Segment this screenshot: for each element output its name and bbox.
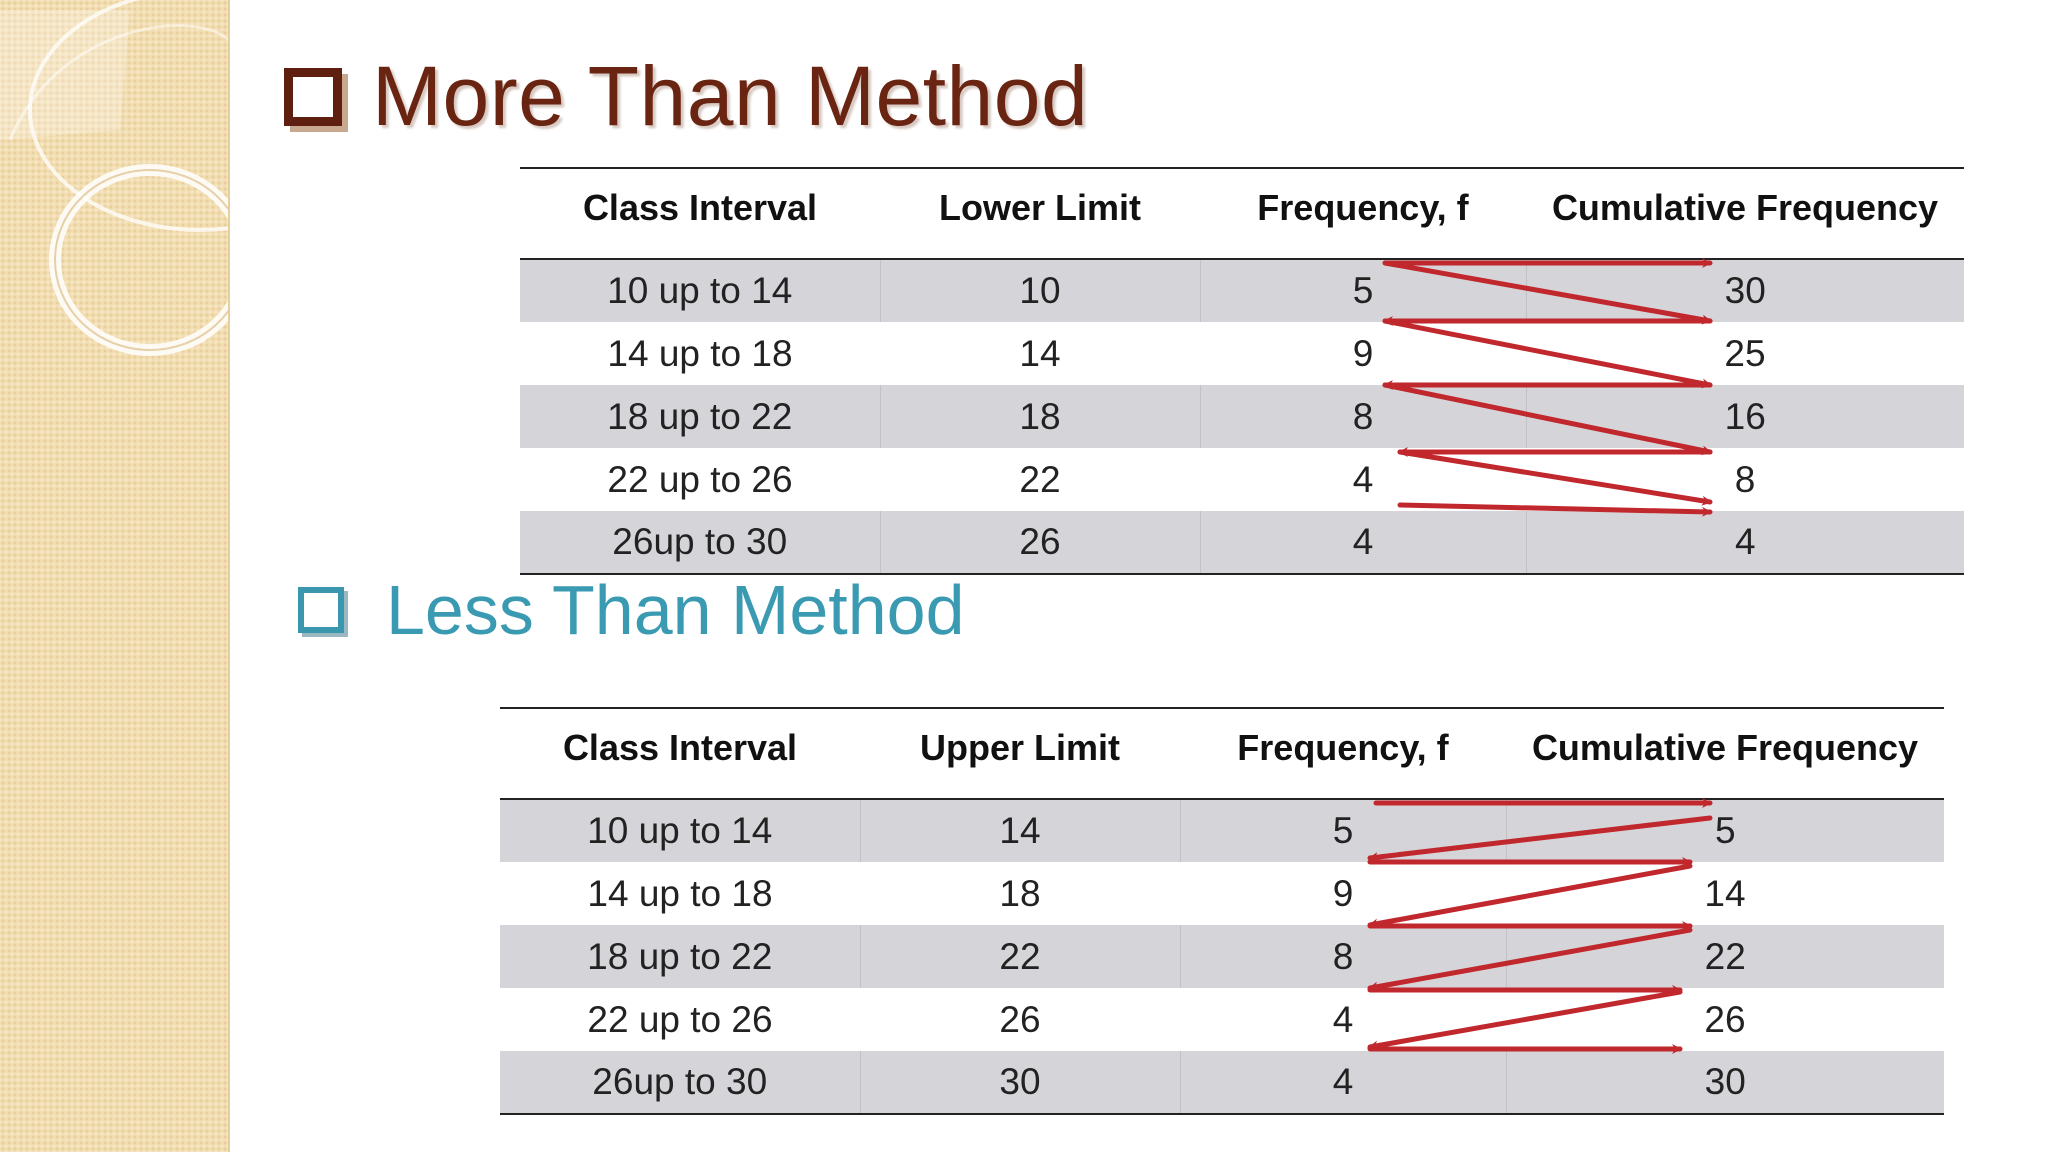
header-frequency: Frequency, f [1180, 707, 1506, 800]
cell-cumulative-frequency: 14 [1704, 872, 1746, 914]
cell-lower-limit: 18 [879, 385, 1200, 448]
cell-class-interval: 22 up to 26 [587, 998, 773, 1040]
cell-upper-limit: 22 [859, 925, 1180, 988]
header-cumulative-frequency: Cumulative Frequency [1506, 707, 1944, 800]
table-row: 26up to 30 30 4 30 [500, 1051, 1944, 1115]
cell-frequency: 4 [1352, 458, 1374, 500]
cell-upper-limit: 30 [859, 1051, 1180, 1115]
less-than-method-title-text: Less Than Method [386, 571, 965, 649]
cell-upper-limit: 18 [999, 872, 1041, 914]
table-row: 18 up to 22 22 8 22 [500, 925, 1944, 988]
cell-frequency: 5 [1179, 799, 1506, 862]
cell-class-interval: 26up to 30 [500, 1051, 860, 1115]
cell-lower-limit: 14 [1019, 332, 1061, 374]
cell-class-interval: 14 up to 18 [587, 872, 773, 914]
cell-cumulative-frequency: 16 [1525, 385, 1964, 448]
header-upper-limit: Upper Limit [860, 707, 1180, 800]
cell-cumulative-frequency: 30 [1505, 1051, 1944, 1115]
cell-frequency: 4 [1199, 511, 1526, 575]
table-row: 14 up to 18 18 9 14 [500, 862, 1944, 925]
cell-cumulative-frequency: 5 [1505, 799, 1944, 862]
header-frequency: Frequency, f [1200, 167, 1526, 260]
cell-cumulative-frequency: 30 [1525, 259, 1964, 322]
cell-class-interval: 18 up to 22 [500, 925, 860, 988]
less-than-table: Class Interval Upper Limit Frequency, f … [500, 707, 1944, 1115]
more-than-table: Class Interval Lower Limit Frequency, f … [520, 167, 1964, 575]
table-row: 26up to 30 26 4 4 [520, 511, 1964, 575]
cell-cumulative-frequency: 22 [1505, 925, 1944, 988]
cell-lower-limit: 22 [1019, 458, 1061, 500]
table-row: 22 up to 26 26 4 26 [500, 988, 1944, 1051]
cell-frequency: 8 [1179, 925, 1506, 988]
sidebar-swirl-ornament [0, 0, 228, 356]
cell-frequency: 8 [1199, 385, 1526, 448]
cell-cumulative-frequency: 26 [1704, 998, 1746, 1040]
more-than-method-title: More Than Method [284, 48, 1088, 145]
more-than-header-row: Class Interval Lower Limit Frequency, f … [520, 167, 1964, 260]
table-row: 22 up to 26 22 4 8 [520, 448, 1964, 511]
less-than-header-row: Class Interval Upper Limit Frequency, f … [500, 707, 1944, 800]
checkbox-bullet-icon [284, 67, 342, 126]
cell-class-interval: 10 up to 14 [520, 259, 880, 322]
table-row: 10 up to 14 10 5 30 [520, 259, 1964, 322]
more-than-method-title-text: More Than Method [372, 49, 1089, 143]
cell-cumulative-frequency: 8 [1734, 458, 1756, 500]
cell-class-interval: 10 up to 14 [500, 799, 860, 862]
cell-frequency: 4 [1332, 998, 1354, 1040]
checkbox-bullet-icon [298, 587, 344, 633]
table-row: 18 up to 22 18 8 16 [520, 385, 1964, 448]
cell-class-interval: 26up to 30 [520, 511, 880, 575]
table-row: 10 up to 14 14 5 5 [500, 799, 1944, 862]
cell-class-interval: 14 up to 18 [607, 332, 793, 374]
cell-cumulative-frequency: 4 [1525, 511, 1964, 575]
header-class-interval: Class Interval [520, 167, 880, 260]
header-class-interval: Class Interval [500, 707, 860, 800]
header-cumulative-frequency: Cumulative Frequency [1526, 167, 1964, 260]
cell-class-interval: 18 up to 22 [520, 385, 880, 448]
cell-frequency: 4 [1179, 1051, 1506, 1115]
decorative-sidebar [0, 0, 230, 1152]
less-than-method-title: Less Than Method [298, 570, 965, 650]
cell-upper-limit: 14 [859, 799, 1180, 862]
cell-cumulative-frequency: 25 [1724, 332, 1766, 374]
cell-frequency: 5 [1199, 259, 1526, 322]
cell-frequency: 9 [1332, 872, 1354, 914]
cell-lower-limit: 10 [879, 259, 1200, 322]
cell-lower-limit: 26 [879, 511, 1200, 575]
header-lower-limit: Lower Limit [880, 167, 1200, 260]
cell-class-interval: 22 up to 26 [607, 458, 793, 500]
cell-frequency: 9 [1352, 332, 1374, 374]
cell-upper-limit: 26 [999, 998, 1041, 1040]
table-row: 14 up to 18 14 9 25 [520, 322, 1964, 385]
